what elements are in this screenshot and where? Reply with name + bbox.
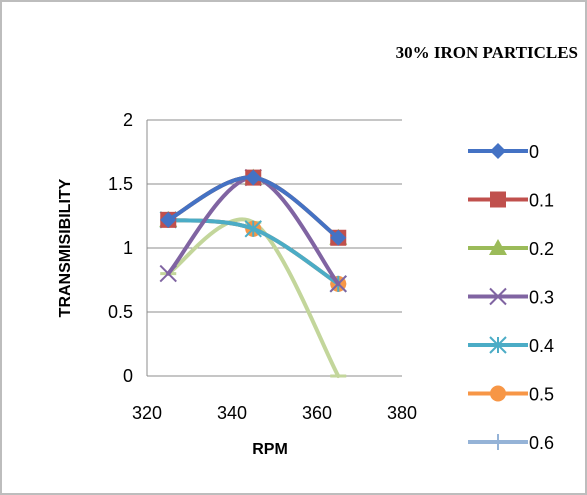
data-point (159, 264, 177, 283)
y-tick-label: 2 (123, 110, 133, 130)
tick-labels: 0 0.5 1 1.5 2 320 340 360 380 (108, 110, 417, 423)
legend-item: 0.1 (468, 191, 554, 211)
y-axis-label: TRANSMISIBILITY (57, 178, 74, 317)
x-tick-label: 380 (387, 403, 417, 423)
legend-swatch-marker (489, 287, 507, 306)
data-point (245, 169, 262, 186)
legend-swatch-marker (490, 143, 506, 159)
x-tick-label: 360 (302, 403, 332, 423)
legend-label: 0.2 (529, 239, 554, 259)
legend-swatch-marker (490, 191, 506, 208)
legend-swatch-marker (489, 239, 507, 255)
chart-title: 30% IRON PARTICLES (396, 43, 578, 62)
y-tick-label: 0.5 (108, 302, 133, 322)
legend-item: 0.2 (468, 239, 554, 259)
y-tick-label: 1.5 (108, 174, 133, 194)
legend-label: 0.5 (529, 385, 554, 405)
x-tick-label: 320 (132, 403, 162, 423)
series-layer (159, 168, 348, 378)
series-0 (160, 169, 347, 246)
legend-swatch-marker (490, 385, 506, 402)
x-axis-label: RPM (252, 441, 288, 458)
legend-item: 0.4 (468, 336, 554, 356)
legend-item: 0.3 (468, 288, 554, 308)
data-point (329, 275, 347, 293)
legend-label: 0.3 (529, 288, 554, 308)
legend: 0 0.1 0.2 0.3 0.4 0.5 0.6 (468, 142, 554, 453)
data-point (244, 220, 262, 238)
legend-label: 0.1 (529, 191, 554, 211)
legend-label: 0 (529, 142, 539, 162)
data-point (330, 229, 347, 246)
legend-swatch-marker (489, 336, 507, 354)
y-tick-label: 1 (123, 238, 133, 258)
x-tick-label: 340 (217, 403, 247, 423)
gridlines (147, 119, 402, 377)
y-tick-label: 0 (123, 366, 133, 386)
data-point (160, 211, 177, 228)
legend-item: 0.5 (468, 385, 554, 405)
legend-swatch-marker (490, 434, 506, 450)
legend-item: 0.6 (468, 433, 554, 453)
legend-label: 0.4 (529, 336, 554, 356)
legend-label: 0.6 (529, 433, 554, 453)
legend-item: 0 (468, 142, 539, 162)
